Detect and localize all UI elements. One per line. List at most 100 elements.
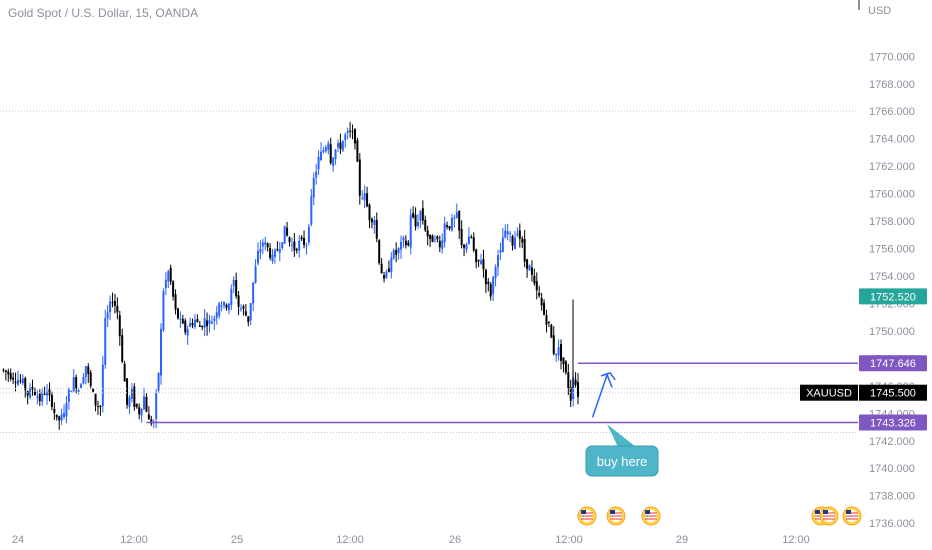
candle-body [390,257,393,273]
candle-body [31,386,34,390]
candle-body [176,308,179,319]
candle-body [247,316,250,323]
candle-body [383,275,386,279]
candle-body [327,143,330,150]
candle-body [225,304,228,308]
candle-body [431,235,434,243]
candle-body [329,144,332,164]
candle-body [550,324,553,338]
candle-body [96,405,99,407]
candle-body [448,226,451,229]
candle-body [196,319,199,322]
candle-body [349,130,352,132]
candle-body [220,305,223,307]
callout-text: buy here [597,454,648,469]
candle-body [232,279,235,287]
y-tick-label: 1762.000 [869,161,915,173]
candle-body [540,298,543,306]
candle-body [339,142,342,149]
candle-body [140,408,143,416]
event-flag-icon[interactable] [577,506,597,526]
candle-body [227,303,230,311]
candle-body [273,250,276,257]
y-tick-label: 1754.000 [869,271,915,283]
event-flag-icon[interactable] [842,506,862,526]
candle-body [509,233,512,235]
candle-body [276,249,279,251]
price-badge [859,355,927,372]
candle-body [215,312,218,318]
candle-body [530,267,533,275]
candle-body [281,242,284,249]
candle-body [547,321,550,323]
candle-body [346,131,349,134]
candle-body [101,364,104,407]
horizontal-levels [0,110,858,434]
candle-body [489,284,492,297]
candle-body [521,238,524,243]
candle-body [7,371,10,375]
candle-body [307,226,310,243]
candle-body [322,150,325,152]
candle-body [203,318,206,328]
candle-body [569,387,572,401]
candle-body [104,318,107,365]
candle-body [145,396,148,412]
candle-body [332,157,335,167]
candle-body [113,301,116,306]
candle-body [150,419,153,424]
y-tick-label: 1760.000 [869,189,915,201]
candle-body [557,347,560,356]
candle-body [300,237,303,240]
candle-body [334,149,337,159]
arrow-head [600,371,616,381]
candle-body [513,237,516,250]
candle-body [58,416,61,421]
candle-body [126,378,129,405]
candle-body [193,319,196,328]
candle-body [460,229,463,246]
candle-body [395,249,398,255]
candle-body [480,260,483,264]
candle-body [344,134,347,140]
candle-body [109,301,112,313]
candlestick-series [2,121,579,430]
candle-body [511,236,514,246]
candle-body [526,259,529,269]
candle-body [475,249,478,263]
symbol-badge-label: XAUUSD [806,388,852,400]
candle-body [363,193,366,201]
event-flag-icon[interactable] [819,506,839,526]
candle-body [179,318,182,320]
arrow-annotation [591,372,613,418]
candle-body [370,219,373,223]
candle-body [121,335,124,362]
event-flag-icon[interactable] [641,506,661,526]
price-unit: USD [868,5,892,17]
candle-body [441,240,444,249]
candle-body [261,242,264,247]
candle-body [336,143,339,148]
candle-body [38,393,41,402]
candle-body [138,407,141,415]
candle-body [414,214,417,227]
candle-body [269,248,272,258]
candle-body [24,378,27,391]
event-flag-icon[interactable] [606,506,626,526]
candle-body [14,381,17,383]
candle-body [94,393,97,406]
candle-body [482,258,485,270]
candle-body [87,366,90,374]
candle-body [12,377,15,380]
candle-body [501,237,504,253]
candle-body [412,212,415,218]
candle-body [70,391,73,393]
x-tick-label: 29 [676,534,688,546]
candle-body [518,230,521,239]
callout-pointer [607,424,636,447]
candle-body [128,397,131,408]
candle-body [577,382,579,397]
candle-body [419,211,422,221]
price-badge-label: 1752.520 [870,291,916,303]
